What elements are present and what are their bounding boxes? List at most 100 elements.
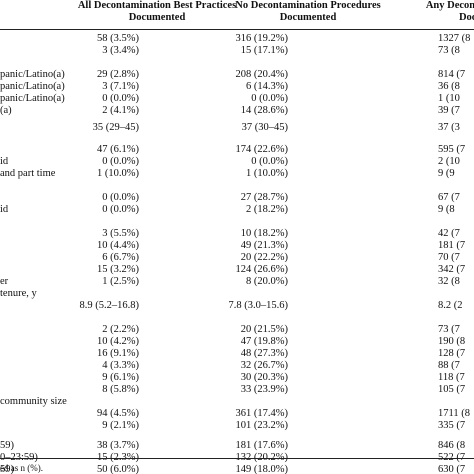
cell-all-best-practices: 3 (3.4%) (102, 45, 139, 56)
table-footnote: ed as n (%). (0, 463, 43, 473)
cell-any-decontamination: 342 (7 (438, 264, 466, 275)
cell-any-decontamination: 846 (8 (438, 440, 466, 451)
table-row: 59) 50 (6.0%) 149 (18.0%) 630 (7 (0, 464, 474, 474)
table-row: community size (0, 396, 474, 408)
cell-no-procedures: 101 (23.2%) (235, 420, 289, 431)
column-header-line: No Decontamination Procedures (235, 0, 381, 11)
cell-no-procedures: 0 (0.0%) (251, 156, 288, 167)
row-label: 59) (0, 440, 14, 451)
table-row: 15 (3.2%) 124 (26.6%) 342 (7 (0, 264, 474, 276)
cell-any-decontamination: 9 (8 (438, 204, 455, 215)
cell-all-best-practices: 2 (2.2%) (102, 324, 139, 335)
cell-no-procedures: 30 (20.3%) (240, 372, 288, 383)
table-row: 4 (3.3%) 32 (26.7%) 88 (7 (0, 360, 474, 372)
cell-any-decontamination: 190 (8 (438, 336, 466, 347)
cell-no-procedures: 27 (28.7%) (240, 192, 288, 203)
row-label: community size (0, 396, 67, 407)
cell-no-procedures: 361 (17.4%) (235, 408, 289, 419)
cell-all-best-practices: 0 (0.0%) (102, 204, 139, 215)
table-row: 6 (6.7%) 20 (22.2%) 70 (7 (0, 252, 474, 264)
cell-all-best-practices: 16 (9.1%) (97, 348, 139, 359)
cell-no-procedures: 8 (20.0%) (246, 276, 288, 287)
cell-no-procedures: 7.8 (3.0–15.6) (228, 300, 289, 311)
row-label: 0–23:59) (0, 452, 38, 463)
cell-any-decontamination: 88 (7 (438, 360, 460, 371)
cell-any-decontamination: 42 (7 (438, 228, 460, 239)
row-label: er (0, 276, 9, 287)
column-header-line: Docum (458, 12, 474, 23)
cell-any-decontamination: 9 (9 (438, 168, 455, 179)
table-row: 47 (6.1%) 174 (22.6%) 595 (7 (0, 144, 474, 156)
header-rule (0, 29, 474, 30)
table-row: 59) 38 (3.7%) 181 (17.6%) 846 (8 (0, 440, 474, 452)
cell-all-best-practices: 1 (2.5%) (102, 276, 139, 287)
cell-all-best-practices: 15 (3.2%) (97, 264, 139, 275)
table-row: 10 (4.2%) 47 (19.8%) 190 (8 (0, 336, 474, 348)
cell-all-best-practices: 94 (4.5%) (97, 408, 139, 419)
cell-no-procedures: 33 (23.9%) (240, 384, 288, 395)
cell-any-decontamination: 37 (3 (438, 122, 460, 133)
table-row: id 0 (0.0%) 0 (0.0%) 2 (10 (0, 156, 474, 168)
cell-all-best-practices: 6 (6.7%) (102, 252, 139, 263)
cell-all-best-practices: 3 (5.5%) (102, 228, 139, 239)
cell-all-best-practices: 8 (5.8%) (102, 384, 139, 395)
row-label: panic/Latino(a) (0, 69, 65, 80)
table-row: (a) 2 (4.1%) 14 (28.6%) 39 (7 (0, 105, 474, 117)
cell-no-procedures: 2 (18.2%) (246, 204, 288, 215)
table-row: 58 (3.5%) 316 (19.2%) 1327 (8 (0, 33, 474, 45)
cell-any-decontamination: 630 (7 (438, 464, 466, 474)
cell-no-procedures: 316 (19.2%) (235, 33, 289, 44)
cell-any-decontamination: 73 (7 (438, 324, 460, 335)
row-label: and part time (0, 168, 56, 179)
table-row: id 0 (0.0%) 2 (18.2%) 9 (8 (0, 204, 474, 216)
cell-any-decontamination: 522 (7 (438, 452, 466, 463)
cell-any-decontamination: 70 (7 (438, 252, 460, 263)
footer-rule (0, 458, 474, 459)
table-row: 9 (2.1%) 101 (23.2%) 335 (7 (0, 420, 474, 432)
table-row: and part time 1 (10.0%) 1 (10.0%) 9 (9 (0, 168, 474, 180)
cell-all-best-practices: 47 (6.1%) (97, 144, 139, 155)
cell-no-procedures: 47 (19.8%) (240, 336, 288, 347)
cell-any-decontamination: 39 (7 (438, 105, 460, 116)
table-row: 2 (2.2%) 20 (21.5%) 73 (7 (0, 324, 474, 336)
table-row: 3 (5.5%) 10 (18.2%) 42 (7 (0, 228, 474, 240)
cell-any-decontamination: 181 (7 (438, 240, 466, 251)
cell-no-procedures: 10 (18.2%) (240, 228, 288, 239)
cell-no-procedures: 37 (30–45) (241, 122, 288, 133)
cell-no-procedures: 14 (28.6%) (240, 105, 288, 116)
cell-any-decontamination: 36 (8 (438, 81, 460, 92)
cell-no-procedures: 0 (0.0%) (251, 93, 288, 104)
cell-any-decontamination: 118 (7 (438, 372, 465, 383)
cell-all-best-practices: 0 (0.0%) (102, 156, 139, 167)
row-label: tenure, y (0, 288, 37, 299)
table-row: 3 (3.4%) 15 (17.1%) 73 (8 (0, 45, 474, 57)
cell-no-procedures: 20 (21.5%) (240, 324, 288, 335)
cell-no-procedures: 48 (27.3%) (240, 348, 288, 359)
cell-no-procedures: 174 (22.6%) (235, 144, 289, 155)
cell-all-best-practices: 38 (3.7%) (97, 440, 139, 451)
row-label: (a) (0, 105, 12, 116)
column-header-line: All Decontamination Best Practices (77, 0, 237, 11)
table-row: panic/Latino(a) 29 (2.8%) 208 (20.4%) 814 (… (0, 69, 474, 81)
cell-all-best-practices: 3 (7.1%) (102, 81, 139, 92)
column-header-line: Documented (128, 12, 186, 23)
cell-all-best-practices: 0 (0.0%) (102, 192, 139, 203)
cell-no-procedures: 208 (20.4%) (235, 69, 289, 80)
table-row: panic/Latino(a) 3 (7.1%) 6 (14.3%) 36 (8 (0, 81, 474, 93)
table-row: 10 (4.4%) 49 (21.3%) 181 (7 (0, 240, 474, 252)
cell-any-decontamination: 1 (10 (438, 93, 460, 104)
cell-any-decontamination: 2 (10 (438, 156, 460, 167)
table-row: tenure, y (0, 288, 474, 300)
row-label: id (0, 156, 9, 167)
cell-no-procedures: 181 (17.6%) (235, 440, 289, 451)
row-label: panic/Latino(a) (0, 93, 65, 104)
cell-no-procedures: 6 (14.3%) (246, 81, 288, 92)
cell-all-best-practices: 35 (29–45) (92, 122, 139, 133)
cell-all-best-practices: 0 (0.0%) (102, 93, 139, 104)
table-row: 35 (29–45) 37 (30–45) 37 (3 (0, 122, 474, 134)
cell-no-procedures: 1 (10.0%) (246, 168, 288, 179)
cell-all-best-practices: 10 (4.4%) (97, 240, 139, 251)
cell-all-best-practices: 9 (6.1%) (102, 372, 139, 383)
cell-no-procedures: 149 (18.0%) (235, 464, 289, 474)
row-label: 59) (0, 464, 14, 474)
